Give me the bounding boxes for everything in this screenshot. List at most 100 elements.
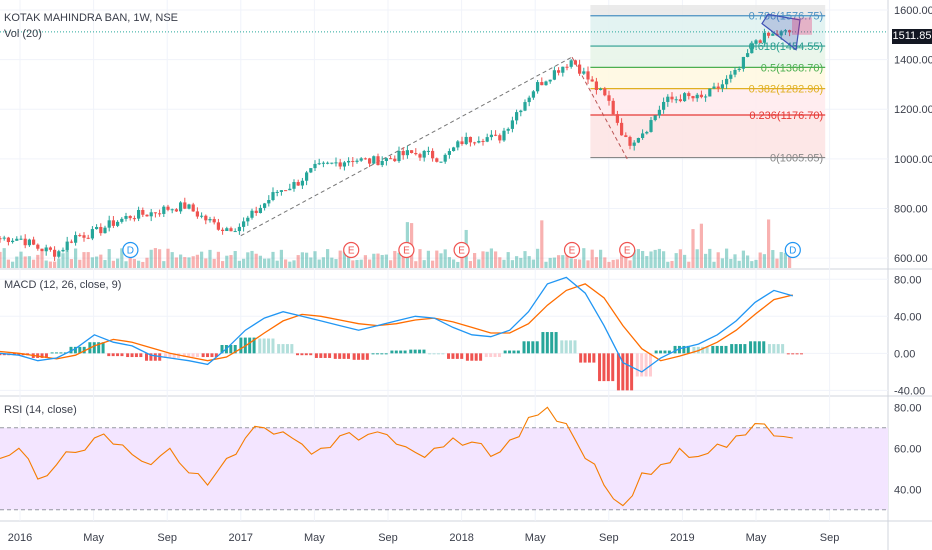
macd-histogram-bar xyxy=(111,353,115,357)
volume-bar xyxy=(162,261,166,268)
rsi-pane[interactable] xyxy=(0,406,888,511)
volume-bar xyxy=(552,257,556,268)
candle-body xyxy=(746,53,750,57)
volume-bar xyxy=(578,259,582,268)
candle-body xyxy=(90,229,94,239)
candle-body xyxy=(40,248,44,252)
candle-body xyxy=(657,109,661,116)
volume-bar xyxy=(380,254,384,268)
candle-body xyxy=(74,235,78,243)
volume-bar xyxy=(590,249,594,268)
macd-histogram-bar xyxy=(149,353,153,361)
candle-body xyxy=(691,96,695,99)
macd-histogram-bar xyxy=(776,344,780,354)
volume-bar xyxy=(418,249,422,268)
macd-indicator-label[interactable]: MACD (12, 26, close, 9) xyxy=(4,279,122,291)
rsi-indicator-label[interactable]: RSI (14, close) xyxy=(4,404,77,416)
volume-bar xyxy=(746,255,750,268)
candle-body xyxy=(515,112,519,121)
macd-axis-label: 40.00 xyxy=(894,311,922,323)
volume-bar xyxy=(57,258,61,268)
volume-bar xyxy=(473,253,477,268)
volume-bar xyxy=(271,251,275,268)
candle-body xyxy=(582,71,586,74)
macd-histogram-bar xyxy=(436,353,440,355)
candle-body xyxy=(279,190,283,192)
candle-body xyxy=(456,141,460,148)
fib-level-label: 0.236(1176.70) xyxy=(749,110,823,122)
candle-body xyxy=(452,147,456,152)
volume-bar xyxy=(670,260,674,268)
volume-bar xyxy=(11,261,15,268)
macd-histogram-bar xyxy=(239,337,243,354)
candle-body xyxy=(729,74,733,79)
macd-histogram-bar xyxy=(479,353,483,361)
fib-zone xyxy=(590,5,826,16)
candle-body xyxy=(393,158,397,162)
volume-bar xyxy=(636,249,640,268)
macd-histogram-bar xyxy=(40,353,44,358)
time-axis[interactable]: 2016 May Sep 2017 May Sep 2018 May Sep 2019 May Sep xyxy=(8,532,840,544)
volume-bar xyxy=(431,260,435,268)
volume-bar xyxy=(447,257,451,268)
macd-histogram-bar xyxy=(587,353,591,363)
macd-histogram-bar xyxy=(753,341,757,354)
macd-histogram-bar xyxy=(644,353,648,377)
price-candles[interactable] xyxy=(0,13,888,261)
candle-body xyxy=(628,136,632,146)
volume-bar xyxy=(355,259,359,268)
candle-body xyxy=(158,213,162,215)
price-axes[interactable]: 1600.00 1400.00 1200.00 1000.00 800.00 600.00… xyxy=(894,5,932,496)
candle-body xyxy=(599,88,603,90)
volume-bar xyxy=(456,261,460,268)
candle-body xyxy=(363,158,367,160)
macd-histogram-bar xyxy=(455,353,459,359)
volume-bar xyxy=(300,252,304,268)
candle-body xyxy=(221,229,225,232)
macd-histogram-bar xyxy=(602,353,606,382)
volume-bar xyxy=(548,257,552,268)
volume-bar xyxy=(662,251,666,268)
macd-histogram-bar xyxy=(554,332,558,354)
candle-body xyxy=(368,158,372,164)
flag-pattern xyxy=(761,13,801,51)
macd-histogram-bar xyxy=(724,345,728,354)
candle-body xyxy=(443,154,447,162)
volume-bar xyxy=(284,259,288,268)
macd-line xyxy=(0,276,793,373)
candle-body xyxy=(519,110,523,113)
macd-pane[interactable] xyxy=(0,276,803,391)
time-axis-label: Sep xyxy=(599,532,619,544)
volume-bar xyxy=(191,256,195,268)
candle-body xyxy=(405,150,409,156)
volume-bar xyxy=(691,229,695,268)
volume-bar xyxy=(65,248,69,268)
candle-body xyxy=(666,96,670,102)
volume-bar xyxy=(615,259,619,268)
candle-body xyxy=(674,99,678,101)
candle-body xyxy=(254,210,258,214)
volume-bar xyxy=(74,248,78,268)
volume-indicator-label[interactable]: Vol (20) xyxy=(4,28,42,40)
candle-body xyxy=(204,215,208,221)
volume-bar xyxy=(699,223,703,268)
candle-body xyxy=(53,249,57,257)
macd-histogram-bar xyxy=(101,342,105,354)
candle-body xyxy=(153,212,157,214)
symbol-title[interactable]: KOTAK MAHINDRA BAN, 1W, NSE xyxy=(4,12,178,24)
volume-bar xyxy=(48,261,52,268)
candle-body xyxy=(179,202,183,212)
event-marker-label: E xyxy=(624,246,631,257)
candle-body xyxy=(258,207,262,214)
candle-body xyxy=(271,192,275,200)
macd-histogram-bar xyxy=(63,352,67,354)
volume-bar xyxy=(460,256,464,268)
candle-body xyxy=(603,88,607,96)
volume-bar xyxy=(305,252,309,268)
candle-body xyxy=(678,99,682,102)
candle-body xyxy=(216,222,220,230)
event-marker xyxy=(122,241,139,259)
candle-body xyxy=(624,135,628,137)
